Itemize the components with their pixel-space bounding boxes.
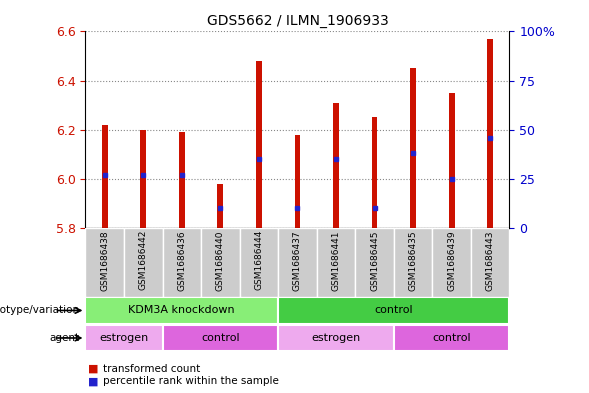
Text: GSM1686436: GSM1686436 [177, 230, 186, 291]
Text: GSM1686438: GSM1686438 [100, 230, 109, 291]
Text: GSM1686442: GSM1686442 [139, 230, 148, 290]
Bar [432, 228, 471, 297]
Text: control: control [432, 333, 471, 343]
Bar [179, 132, 185, 228]
Title: GDS5662 / ILMN_1906933: GDS5662 / ILMN_1906933 [207, 14, 388, 28]
Text: estrogen: estrogen [100, 333, 148, 343]
Text: GSM1686437: GSM1686437 [293, 230, 302, 291]
Text: ■: ■ [88, 364, 99, 374]
Text: transformed count: transformed count [103, 364, 200, 374]
Text: ■: ■ [88, 376, 99, 386]
Bar [278, 325, 394, 351]
Bar [201, 228, 240, 297]
Bar [124, 228, 163, 297]
Text: control: control [201, 333, 240, 343]
Bar [333, 103, 339, 228]
Bar [317, 228, 355, 297]
Bar [163, 325, 278, 351]
Bar [163, 228, 201, 297]
Bar [85, 228, 124, 297]
Bar [487, 39, 493, 228]
Bar [294, 135, 300, 228]
Text: agent: agent [49, 333, 80, 343]
Bar [140, 130, 146, 228]
Text: GSM1686445: GSM1686445 [370, 230, 379, 290]
Text: GSM1686439: GSM1686439 [447, 230, 456, 291]
Bar [278, 297, 509, 324]
Text: estrogen: estrogen [312, 333, 360, 343]
Bar [217, 184, 223, 228]
Bar [240, 228, 278, 297]
Text: genotype/variation: genotype/variation [0, 305, 80, 316]
Bar [394, 325, 509, 351]
Bar [85, 325, 163, 351]
Bar [355, 228, 394, 297]
Text: GSM1686435: GSM1686435 [409, 230, 418, 291]
Bar [256, 61, 262, 228]
Bar [394, 228, 432, 297]
Bar [278, 228, 317, 297]
Bar [85, 297, 278, 324]
Text: control: control [375, 305, 413, 316]
Bar [410, 68, 416, 228]
Text: KDM3A knockdown: KDM3A knockdown [128, 305, 235, 316]
Bar [102, 125, 108, 228]
Bar [449, 93, 455, 228]
Bar [471, 228, 509, 297]
Text: percentile rank within the sample: percentile rank within the sample [103, 376, 279, 386]
Text: GSM1686444: GSM1686444 [254, 230, 263, 290]
Text: GSM1686440: GSM1686440 [216, 230, 225, 290]
Text: GSM1686443: GSM1686443 [486, 230, 495, 290]
Text: GSM1686441: GSM1686441 [332, 230, 340, 290]
Bar [372, 118, 378, 228]
